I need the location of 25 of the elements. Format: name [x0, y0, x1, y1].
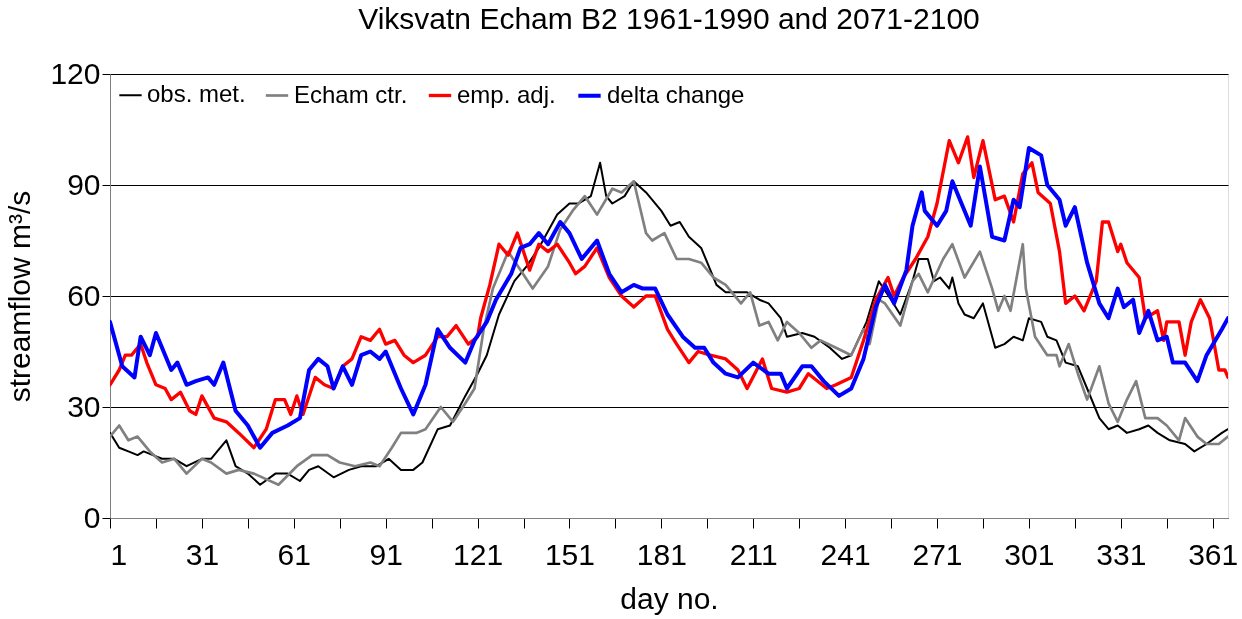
y-axis-title: streamflow m³/s: [3, 190, 37, 403]
y-tick-label: 60: [67, 278, 101, 312]
x-tick-label: 151: [544, 537, 595, 571]
y-tick-label: 120: [50, 56, 101, 90]
x-tick-label: 331: [1096, 537, 1147, 571]
x-tick-label: 1: [110, 537, 128, 571]
legend-label: Echam ctr.: [294, 80, 408, 108]
x-tick-label: 301: [1004, 537, 1055, 571]
x-tick-label: 361: [1188, 537, 1239, 571]
y-tick-label: 90: [67, 167, 101, 201]
legend-label: obs. met.: [147, 80, 246, 108]
y-tick-label: 0: [83, 500, 101, 534]
x-tick-label: 241: [820, 537, 871, 571]
legend-label: emp. adj.: [457, 80, 556, 108]
x-tick-label: 181: [636, 537, 687, 571]
y-tick-label: 30: [67, 389, 101, 423]
x-tick-label: 121: [453, 537, 504, 571]
legend-label: delta change: [607, 80, 745, 108]
x-tick-label: 91: [369, 537, 403, 571]
x-tick-label: 31: [185, 537, 220, 571]
x-tick-label: 271: [912, 537, 963, 571]
x-tick-label: 211: [729, 537, 778, 571]
x-tick-label: 61: [277, 537, 311, 571]
chart-title: Viksvatn Echam B2 1961-1990 and 2071-2100: [358, 2, 980, 35]
x-axis-title: day no.: [620, 581, 719, 615]
